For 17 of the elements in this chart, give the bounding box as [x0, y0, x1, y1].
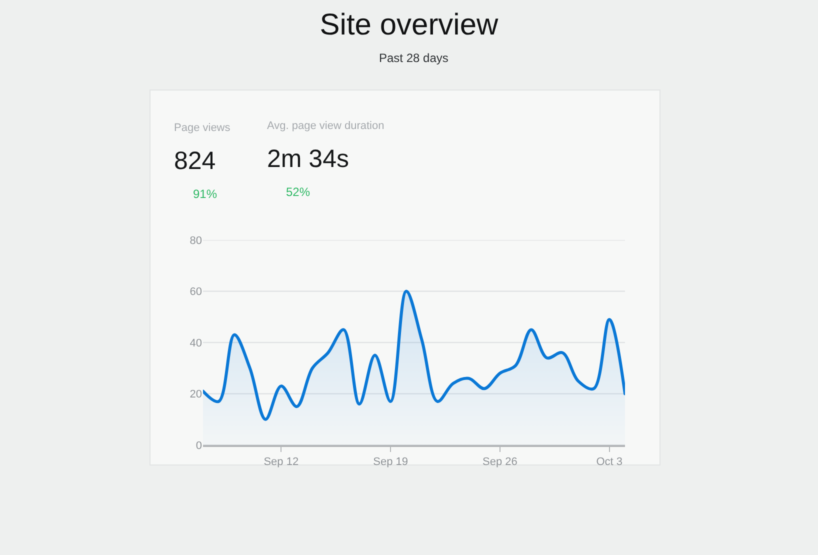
x-tick-label: Oct 3 — [596, 456, 623, 468]
text: 2m 34s — [267, 145, 349, 173]
x-tick-label: Sep 26 — [482, 456, 518, 468]
y-tick-label: 60 — [190, 286, 202, 298]
y-tick-label: 20 — [190, 388, 202, 401]
chart-title: Site overview — [320, 8, 499, 42]
y-tick-label: 40 — [190, 337, 202, 350]
text: 824 — [174, 147, 216, 175]
text: 91% — [193, 187, 218, 201]
text: Page views — [174, 122, 231, 134]
y-tick-label: 80 — [190, 234, 202, 247]
x-tick-label: Sep 19 — [373, 456, 408, 468]
y-tick-label: 0 — [196, 440, 202, 452]
x-tick-label: Sep 12 — [264, 456, 299, 468]
chart-subtitle: Past 28 days — [379, 51, 448, 65]
text: Avg. page view duration — [267, 120, 384, 132]
text: 52% — [286, 185, 310, 199]
